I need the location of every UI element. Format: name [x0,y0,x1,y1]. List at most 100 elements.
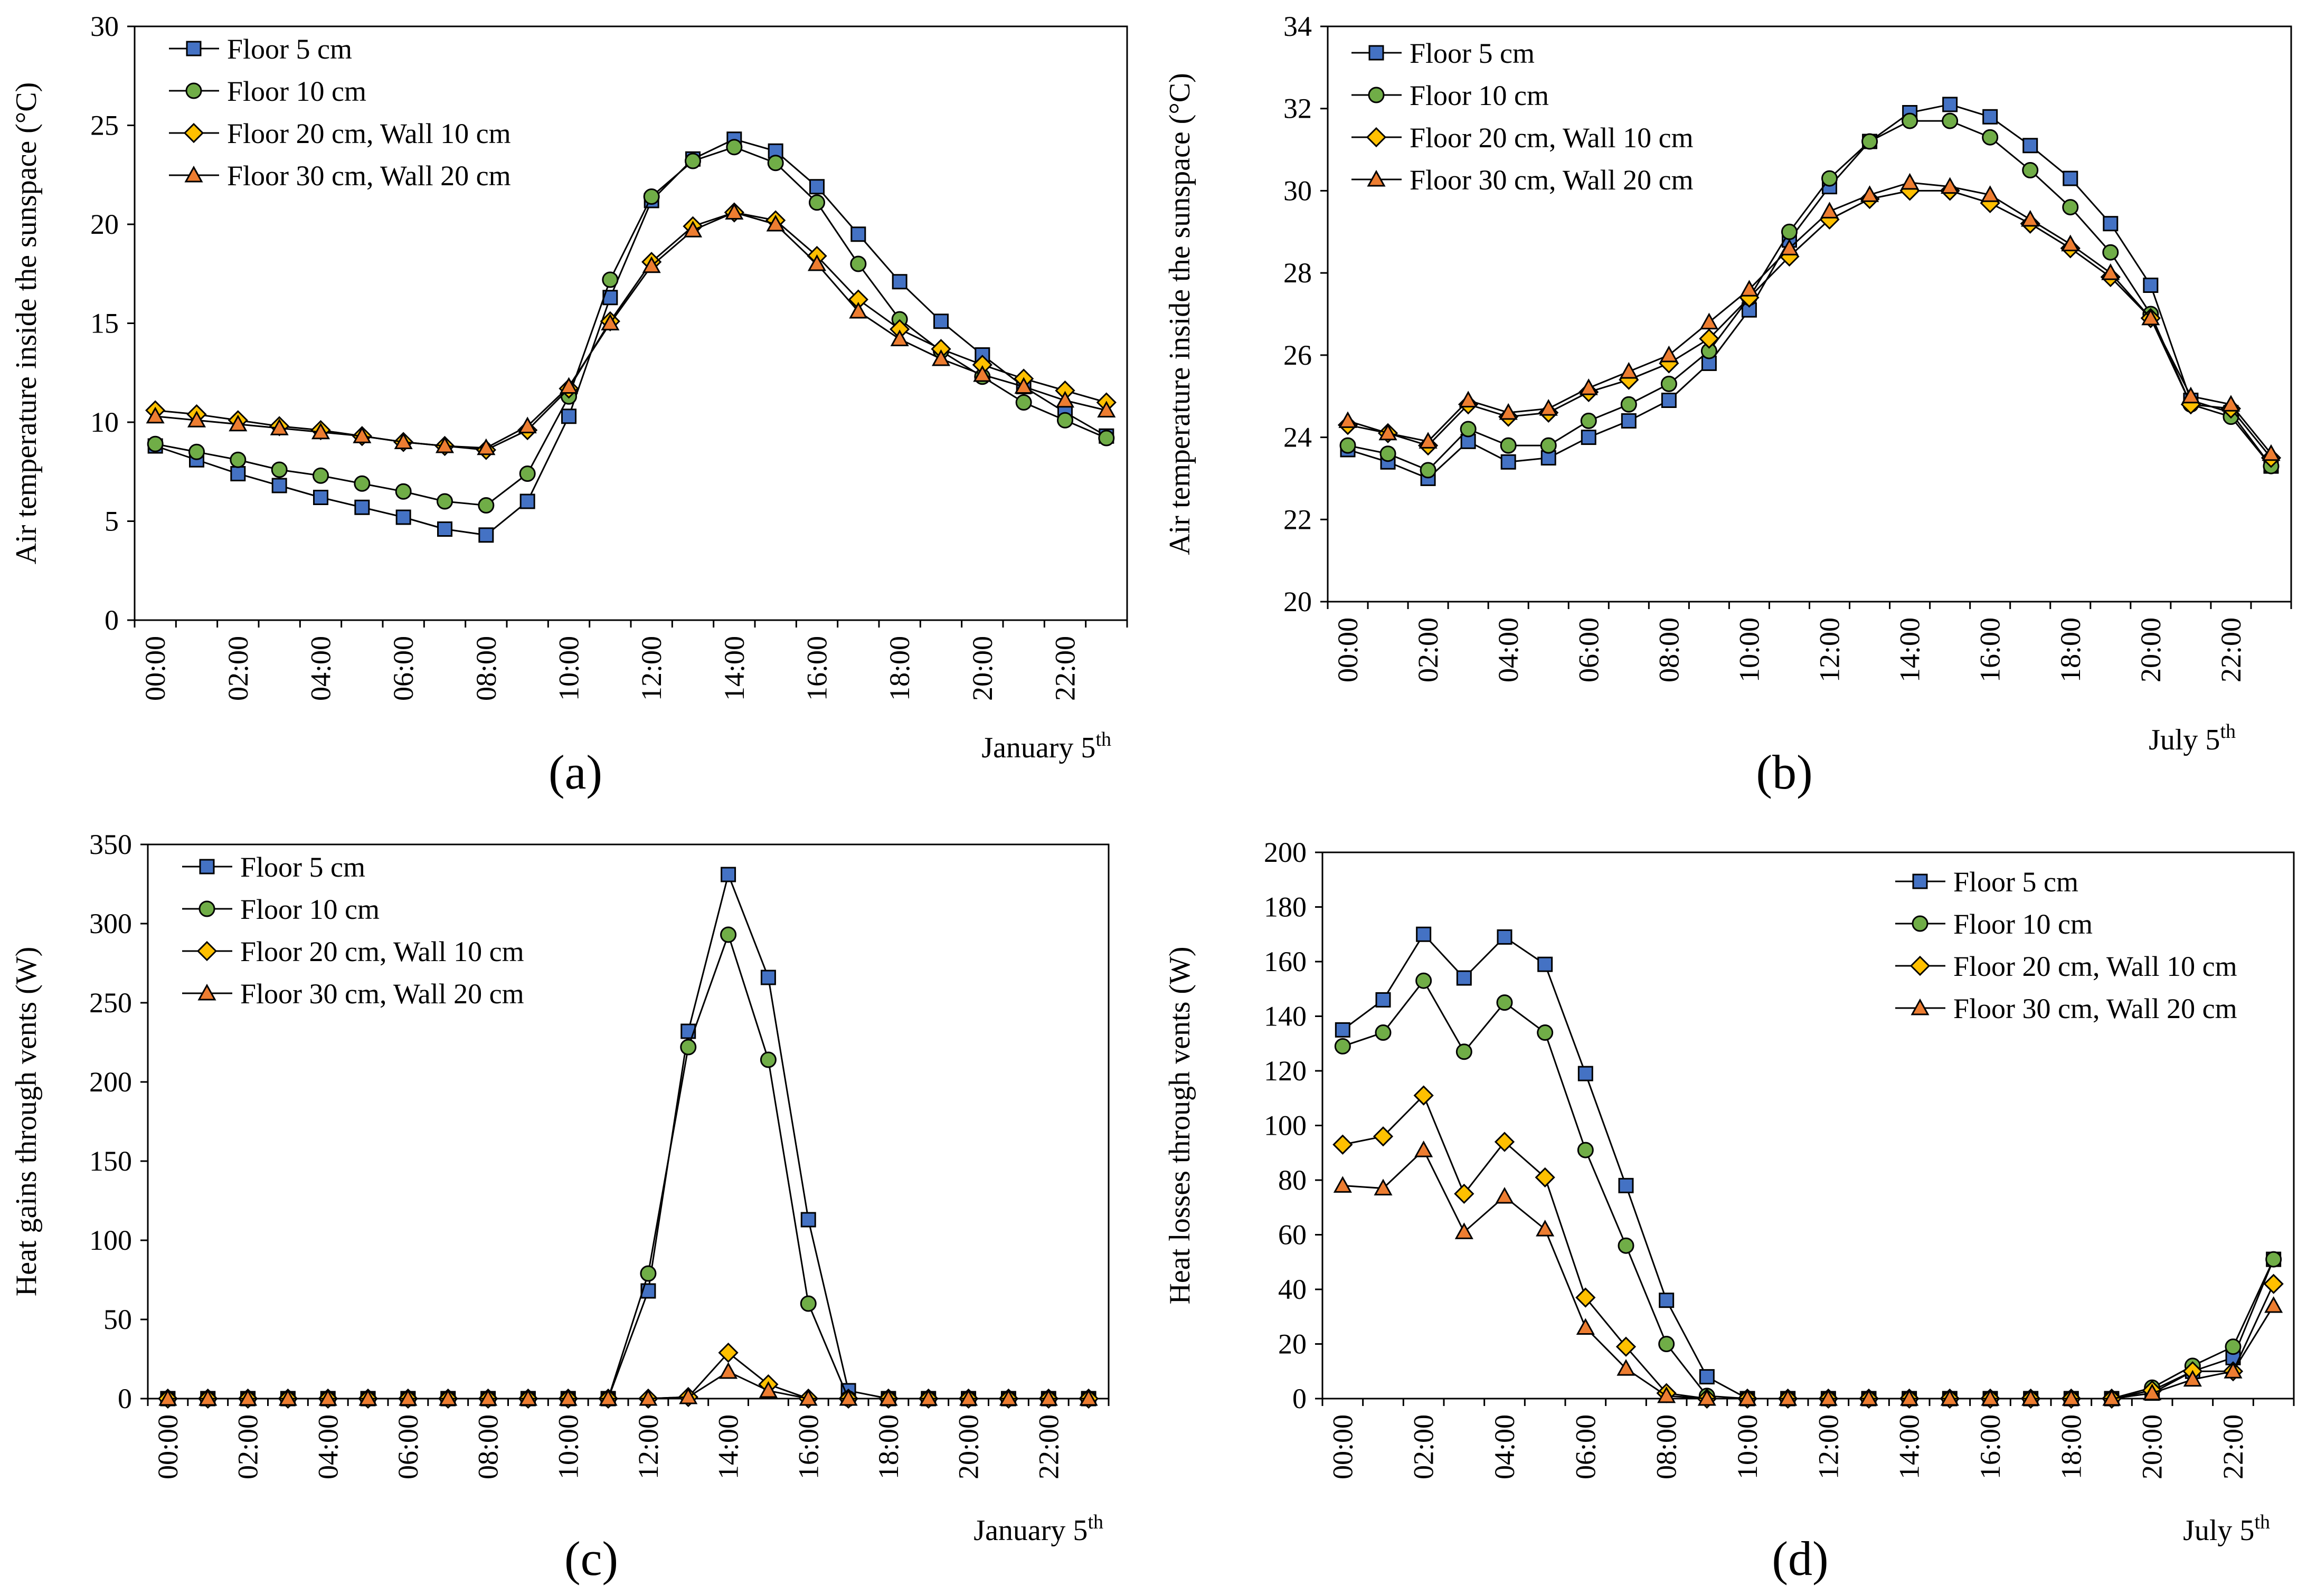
panel-label-c: (c) [564,1532,619,1585]
data-point [1494,1132,1515,1152]
data-point [879,1389,898,1406]
data-point [518,416,537,433]
data-point [435,436,455,453]
x-tick-label: 06:00 [387,636,419,701]
x-tick-label: 14:00 [718,636,750,701]
data-point [187,411,206,428]
legend-marker [1368,87,1385,103]
legend-entry: Floor 10 cm [240,894,380,925]
data-point [1373,1126,1394,1147]
data-point [2264,1296,2283,1313]
y-tick-label: 300 [89,908,132,939]
x-tick-label: 12:00 [1812,1414,1844,1479]
data-point [931,349,951,366]
x-tick-label: 12:00 [1814,618,1846,682]
x-tick-label: 14:00 [1894,1414,1925,1479]
data-point [839,1389,858,1406]
data-point [313,467,329,484]
data-point [1739,280,1758,297]
data-point [354,475,371,492]
legend-entry: Floor 5 cm [240,851,365,883]
legend-entry: Floor 20 cm, Wall 10 cm [240,936,524,967]
y-tick-label: 140 [1264,1001,1307,1032]
legend-entry: Floor 10 cm [1953,908,2093,940]
chart-c: 0 50 100 150 200 250 300 350 00:00 02:00 04:00 06:0… [10,829,1110,1547]
data-point [1981,185,2000,202]
data-point [311,422,330,440]
data-point [1039,1389,1058,1406]
x-tick-label: 22:00 [1033,1414,1064,1479]
data-point [559,377,579,394]
panel-label-b: (b) [1756,745,1813,799]
plot-area [134,25,1128,621]
data-point [1057,412,1073,429]
y-tick-label: 20 [1278,1328,1307,1360]
y-axis-label: Heat losses through vents (W) [1164,946,1196,1304]
legend-marker [199,859,215,875]
data-point [759,1381,778,1398]
legend-entry: Floor 30 cm, Wall 20 cm [240,978,524,1010]
data-point [477,438,496,455]
data-point [890,329,909,346]
data-point [725,203,744,220]
x-tick-label: 10:00 [1733,618,1765,682]
x-tick-label: 10:00 [552,1414,584,1479]
series-4 [158,1362,1098,1406]
data-point [1620,396,1637,413]
data-point [229,414,248,432]
legend-entry: Floor 20 cm, Wall 10 cm [1953,951,2237,982]
data-point [1536,1220,1555,1237]
data-point [1375,992,1391,1008]
series-line [155,211,1107,449]
data-point [1416,926,1432,942]
data-point [973,365,992,382]
data-point [1537,1024,1554,1041]
data-point [1335,1022,1350,1038]
data-point [2021,210,2040,227]
data-point [1579,378,1598,395]
data-point [683,221,703,238]
data-point [1015,394,1032,411]
data-point [198,1389,218,1406]
data-point [1981,1389,2000,1406]
x-tick-label: 04:00 [1489,1414,1520,1479]
data-point [437,521,452,537]
series-line [1347,182,2272,454]
data-point [807,254,827,271]
data-point [1338,411,1357,428]
legend-entry: Floor 30 cm, Wall 20 cm [1410,164,1694,196]
x-axis-date-label: July 5th [2183,1511,2270,1547]
data-point [354,499,370,515]
data-point [1861,133,1878,150]
data-point [1618,1177,1634,1193]
data-point [2265,1251,2282,1268]
data-point [1901,173,1920,190]
x-tick-label: 14:00 [713,1414,744,1479]
x-tick-label: 18:00 [2055,618,2086,682]
series-1 [147,131,1114,543]
data-point [270,419,289,435]
x-tick-label: 20:00 [2135,618,2167,682]
data-point [1079,1389,1098,1406]
y-tick-label: 250 [89,987,132,1019]
series-line [155,138,1107,536]
x-tick-label: 22:00 [2215,618,2247,682]
data-point [1419,432,1438,449]
x-tick-label: 06:00 [1569,1414,1601,1479]
y-tick-label: 200 [89,1066,132,1098]
legend-marker [184,165,203,183]
data-point [919,1389,938,1406]
data-point [353,426,372,443]
x-tick-label: 16:00 [801,636,833,701]
data-point [999,1389,1018,1406]
data-point [1820,202,1839,218]
legend: Floor 5 cm Floor 10 cm Floor 20 cm, Wall 1… [169,33,511,192]
x-tick-label: 14:00 [1894,618,1926,682]
data-point [1659,345,1678,363]
data-point [1697,1389,1716,1406]
data-point [1577,1142,1594,1158]
series-4 [1338,173,2281,461]
series-4 [1333,1140,2283,1406]
data-point [1659,1293,1675,1308]
data-point [1699,328,1719,349]
